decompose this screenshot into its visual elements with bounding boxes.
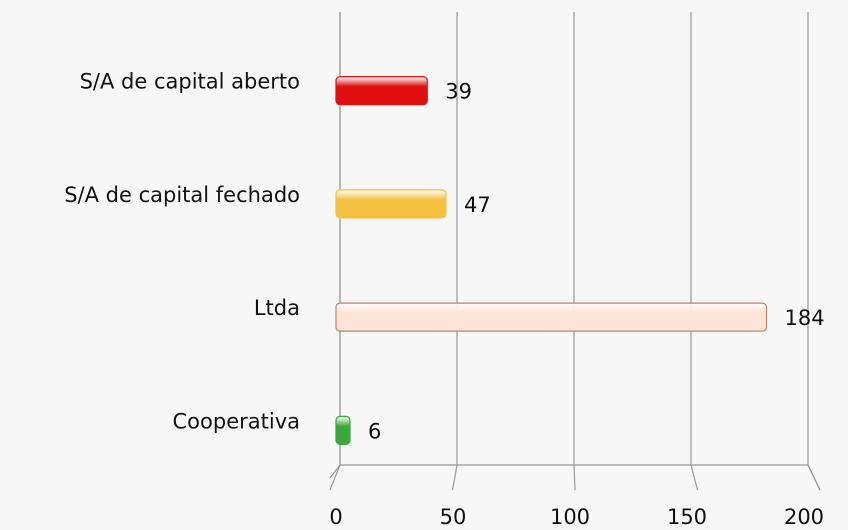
bar — [335, 189, 447, 219]
x-tick-label: 150 — [667, 505, 707, 529]
x-tick-label: 50 — [440, 505, 467, 529]
y-tick-label: Cooperativa — [173, 409, 300, 433]
y-tick-label: S/A de capital aberto — [80, 70, 300, 94]
grid-line — [807, 12, 821, 491]
value-label: 184 — [785, 306, 825, 330]
value-label: 39 — [445, 80, 472, 104]
x-tick-label: 200 — [784, 505, 824, 529]
y-tick-label: S/A de capital fechado — [64, 183, 300, 207]
grid-line — [329, 12, 341, 491]
bar — [335, 302, 768, 332]
value-label: 6 — [368, 419, 381, 443]
y-tick-label: Ltda — [254, 296, 300, 320]
grid-line — [451, 12, 458, 491]
grid-line — [573, 12, 576, 491]
value-label: 47 — [464, 193, 491, 217]
grid-line — [690, 12, 699, 491]
x-tick-label: 0 — [329, 505, 342, 529]
x-tick-label: 100 — [550, 505, 590, 529]
bar — [335, 415, 351, 445]
bar — [335, 76, 428, 106]
